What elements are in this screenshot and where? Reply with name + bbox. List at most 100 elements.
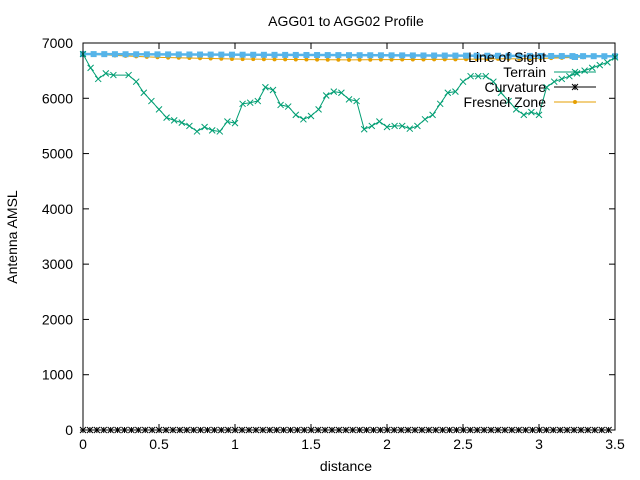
line-of-sight-point	[463, 52, 470, 59]
y-tick-label: 6000	[42, 90, 73, 106]
terrain-point	[224, 118, 231, 125]
terrain-point	[391, 122, 398, 130]
terrain-point	[125, 71, 132, 79]
line-of-sight-point	[228, 51, 235, 58]
terrain-point	[368, 122, 376, 130]
terrain-point	[360, 125, 368, 133]
terrain-point	[322, 92, 330, 99]
terrain-point	[581, 67, 588, 74]
terrain-point	[201, 123, 208, 131]
line-of-sight-point	[154, 51, 161, 58]
y-tick-label: 1000	[42, 367, 73, 383]
terrain-point	[87, 64, 94, 72]
terrain-point	[444, 89, 452, 97]
terrain-point	[398, 122, 406, 130]
y-tick-label: 4000	[42, 201, 73, 217]
fresnel-zone-point	[293, 57, 298, 62]
terrain-point	[193, 128, 201, 135]
fresnel-zone-point	[336, 57, 341, 62]
line-of-sight-point	[346, 52, 352, 59]
x-tick-label: 1.5	[301, 436, 321, 452]
y-tick-label: 7000	[42, 35, 73, 51]
terrain-point	[208, 126, 216, 134]
line-of-sight-point	[399, 52, 406, 59]
terrain-point	[383, 123, 391, 131]
fresnel-zone-point	[573, 100, 577, 104]
terrain-point	[262, 83, 269, 91]
y-tick-label: 3000	[42, 256, 73, 272]
terrain-point	[528, 108, 535, 116]
line-of-sight-point	[122, 51, 129, 58]
fresnel-zone-point	[410, 57, 415, 62]
y-tick-label: 5000	[42, 146, 73, 162]
terrain-point	[566, 72, 573, 80]
terrain-point	[110, 71, 117, 79]
line-of-sight-point	[260, 51, 267, 58]
line-of-sight-point	[409, 52, 416, 59]
line-of-sight-point	[516, 52, 523, 59]
terrain-line	[82, 53, 616, 133]
line-of-sight-point	[314, 52, 321, 59]
line-of-sight-point	[548, 53, 555, 60]
terrain-point	[132, 78, 140, 86]
line-of-sight-point	[186, 51, 193, 58]
line-of-sight-point	[601, 53, 608, 60]
fresnel-zone-point	[219, 56, 224, 61]
terrain-point	[353, 97, 360, 105]
fresnel-zone-point	[315, 57, 320, 62]
fresnel-zone-point	[389, 57, 394, 62]
terrain-point	[452, 88, 459, 96]
terrain-point	[436, 100, 444, 108]
terrain-point	[406, 125, 414, 133]
terrain-point	[178, 119, 186, 126]
fresnel-zone-point	[325, 57, 330, 62]
terrain-point	[254, 97, 262, 105]
terrain-point	[163, 114, 170, 121]
line-of-sight-point	[218, 51, 225, 58]
fresnel-zone-point	[283, 57, 288, 62]
terrain-point	[170, 117, 178, 124]
line-of-sight-point	[324, 52, 331, 59]
line-of-sight-point	[207, 51, 214, 58]
line-of-sight-point	[590, 53, 597, 60]
terrain-point	[216, 128, 224, 135]
terrain-point	[550, 78, 558, 86]
terrain-point	[543, 83, 550, 91]
terrain-point	[140, 89, 148, 97]
x-axis-label: distance	[320, 458, 372, 474]
terrain-point	[558, 75, 566, 83]
line-of-sight-point	[292, 51, 299, 58]
terrain-point	[588, 64, 596, 72]
line-of-sight-point	[558, 53, 565, 60]
terrain-point	[571, 68, 579, 76]
chart-title: AGG01 to AGG02 Profile	[268, 13, 424, 29]
terrain-point	[307, 112, 315, 120]
x-tick-label: 0	[79, 436, 87, 452]
line-of-sight-point	[484, 52, 491, 59]
y-axis-label: Antenna AMSL	[4, 190, 20, 284]
terrain-point	[490, 78, 497, 86]
fresnel-zone-point	[272, 57, 277, 62]
terrain-point	[474, 72, 482, 80]
terrain-point	[520, 111, 528, 119]
line-of-sight-point	[367, 52, 374, 59]
terrain-point	[155, 105, 163, 113]
line-of-sight-point	[526, 52, 533, 59]
terrain-point	[505, 97, 512, 105]
fresnel-zone-point	[368, 57, 373, 62]
line-of-sight-point	[101, 51, 108, 58]
fresnel-zone-point	[347, 57, 351, 62]
x-tick-label: 3.5	[605, 436, 625, 452]
x-axis: 0 0.5 1 1.5 2 2.5 3 3.5	[79, 43, 625, 452]
line-of-sight-point	[356, 52, 363, 59]
fresnel-zone-point	[304, 57, 309, 62]
line-of-sight-point	[473, 52, 480, 59]
line-of-sight-point	[377, 52, 384, 59]
fresnel-zone-point	[229, 56, 234, 61]
line-of-sight-point	[580, 53, 587, 60]
plot-area	[79, 50, 619, 434]
line-of-sight-point	[537, 52, 544, 59]
terrain-point	[429, 111, 436, 119]
